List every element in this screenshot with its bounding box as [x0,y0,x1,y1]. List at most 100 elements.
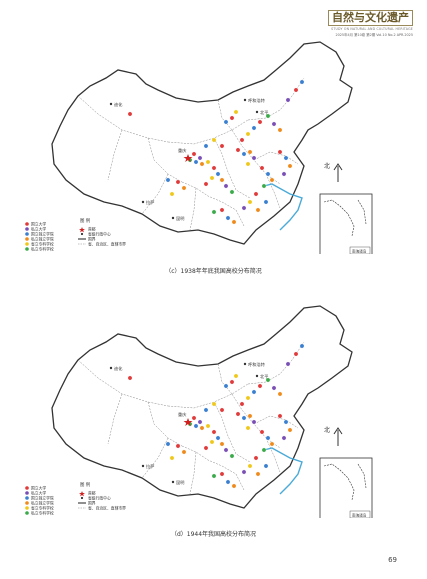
city-dot [255,374,259,378]
place-label: 北平 [260,109,268,116]
page-number: 69 [388,556,397,564]
university-marker [225,215,231,221]
university-marker [181,449,187,455]
legend-type-label-5: 私立专科学校 [31,247,54,252]
university-marker [223,119,229,125]
legend-box [22,480,126,518]
university-marker [211,137,217,143]
city-dot [109,102,113,106]
university-marker [205,159,211,165]
north-arrow-icon [333,163,343,182]
legend-type-label-5: 私立专科学校 [31,511,54,516]
coastline [263,183,303,231]
university-marker [277,391,283,397]
university-marker [265,377,271,383]
university-marker [225,479,231,485]
place-label: 昆明 [176,216,184,222]
legend-symbol-label-2: 国界 [88,236,96,241]
university-marker [229,379,235,385]
university-marker [165,441,171,447]
province-border-8 [141,437,169,479]
province-border-9 [253,415,299,429]
university-marker [299,343,305,349]
legend-type-label-3: 私立独立学院 [31,237,54,242]
caption-1944: （d）1944年我国高校分布简况 [170,531,257,538]
university-marker [281,171,287,177]
legend-swatch-1 [25,227,29,231]
legend-type-label-4: 省立专科学校 [31,242,54,247]
place-label: 拉萨 [146,199,154,206]
university-marker [219,143,225,149]
legend-dot-icon [80,496,84,500]
inset-label-box [349,510,371,518]
compass-label: 北 [324,426,330,434]
place-label: 北平 [260,373,268,380]
legend-title: 图 例 [80,481,91,488]
university-marker [239,137,245,143]
university-marker [287,163,293,169]
university-marker [277,413,283,419]
university-marker [283,419,289,425]
university-marker [277,127,283,133]
university-marker [265,171,271,177]
university-marker [169,455,175,461]
university-marker [175,443,181,449]
legend-swatch-1 [25,491,29,495]
map-1938: 迪化 呼和浩特 北平 拉萨 昆明 重庆北南海诸岛 图 例国立大学 私立大学 国立独立学院 私立独立… [18,34,408,254]
university-marker [219,471,225,477]
legend-type-label-2: 国立独立学院 [31,496,54,501]
province-border-10 [265,173,281,209]
university-marker [287,427,293,433]
university-marker [193,423,199,429]
capital-label: 重庆 [178,147,187,154]
legend-symbol-label-0: 首都 [88,226,96,231]
legend-title: 图 例 [80,217,91,224]
university-marker [271,121,277,127]
city-dot [141,200,145,204]
university-marker [299,79,305,85]
university-marker [211,473,217,479]
journal-subtitle: STUDY ON NATURAL AND CULTURAL HERITAGE [331,27,413,31]
province-border-11 [189,451,197,495]
province-border-6 [231,129,281,185]
compass-label: 北 [324,162,330,170]
province-border-5 [213,137,251,199]
university-marker [203,445,209,451]
university-marker [245,161,251,167]
place-label: 呼和浩特 [248,97,265,104]
legend-swatch-4 [25,506,29,510]
inset-label: 南海诸岛 [352,249,367,254]
university-marker [193,159,199,165]
province-border-7 [107,393,123,445]
province-border-6 [231,393,281,449]
university-marker [251,389,257,395]
university-marker [247,199,253,205]
university-marker [277,149,283,155]
university-marker [261,447,267,453]
university-marker [223,183,229,189]
legend-symbol-label-1: 省级行政中心 [88,231,111,236]
legend-swatch-4 [25,242,29,246]
university-marker [191,415,197,421]
university-marker [235,147,241,153]
university-marker [257,383,263,389]
university-marker [209,439,215,445]
university-marker [197,419,203,425]
journal-issue: 2025年4月 第10卷 第2期 Vol.10 No.2 APR.2025 [335,33,413,37]
legend-swatch-3 [25,237,29,241]
university-marker [281,435,287,441]
province-border-5 [213,401,251,463]
province-border-3 [147,137,183,183]
university-marker [253,191,259,197]
place-label: 迪化 [114,101,123,108]
university-marker [247,413,253,419]
legend-dot-icon [80,232,84,236]
university-marker [199,161,205,167]
university-marker [229,115,235,121]
legend-type-label-0: 国立大学 [31,486,46,491]
place-label: 拉萨 [146,463,154,470]
university-marker [293,87,299,93]
university-marker [229,189,235,195]
university-marker [245,425,251,431]
university-marker [263,199,269,205]
